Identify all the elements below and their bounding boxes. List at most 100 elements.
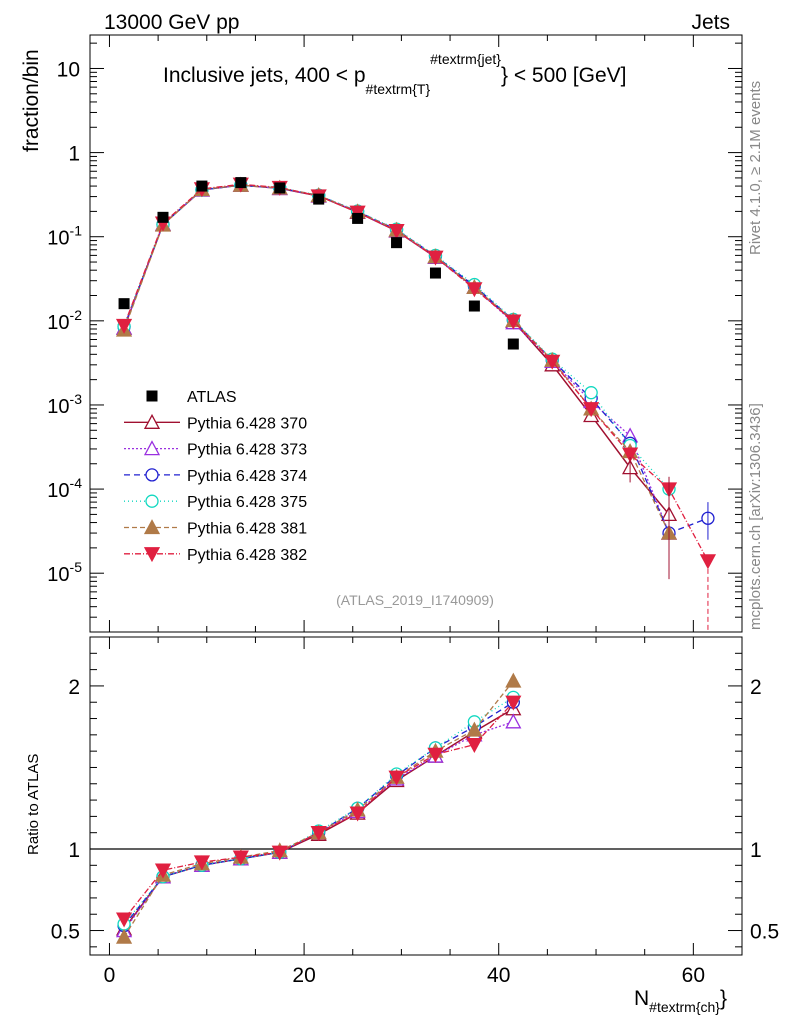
ratio-series-point <box>232 850 249 866</box>
series-point <box>622 447 639 463</box>
main-plot: 10-5 10-4 10-3 10-2 10-1 1 10 <box>47 34 743 633</box>
ratio-series-point <box>271 845 288 861</box>
y-tick-label: 10 <box>57 58 80 81</box>
series-point <box>349 205 366 221</box>
ratio-series-point <box>466 721 483 737</box>
ratio-series-point <box>115 928 133 944</box>
legend-entry-0: ATLAS <box>146 389 237 406</box>
x-tick-label: 40 <box>487 964 510 987</box>
series-point <box>427 250 444 266</box>
y-axis-label: fraction/bin <box>20 49 43 152</box>
title-pre: Inclusive jets, 400 < p <box>163 64 366 87</box>
ratio-series-3 <box>117 695 520 933</box>
x-axis-label: N#textrm{ch}} <box>634 987 727 1015</box>
legend-marker <box>146 390 158 402</box>
series-line <box>123 183 709 562</box>
legend: ATLAS Pythia 6.428 370 Pythia 6.428 373 Pyt… <box>124 389 307 564</box>
ratio-series-point <box>349 806 366 822</box>
series-3 <box>117 178 715 540</box>
series-point <box>388 224 405 240</box>
atlas-data <box>118 177 519 350</box>
ratio-y-tick-label-right: 1 <box>750 839 762 862</box>
data-point <box>429 267 441 279</box>
legend-label: Pythia 6.428 373 <box>187 442 307 459</box>
data-point <box>274 182 286 194</box>
ratio-series-point <box>466 737 483 754</box>
ratio-y-tick-label-right: 0.5 <box>750 921 779 944</box>
analysis-id-label: (ATLAS_2019_I1740909) <box>336 592 494 608</box>
legend-entry-3: Pythia 6.428 374 <box>124 468 307 485</box>
main-frame <box>89 34 743 633</box>
legend-entry-4: Pythia 6.428 375 <box>124 494 307 511</box>
y-tick-label: 10-2 <box>47 307 82 334</box>
plot-title: Inclusive jets, 400 < p#textrm{T} #textrm… <box>163 51 626 97</box>
ratio-series-point <box>154 863 172 879</box>
legend-marker <box>143 440 161 456</box>
ratio-y-tick-label: 0.5 <box>51 921 80 944</box>
svg-text:Inclusive jets, 400 < p#textrm: Inclusive jets, 400 < p#textrm{T} #textrm… <box>163 51 626 97</box>
title-superscript: #textrm{jet} <box>430 51 501 67</box>
ratio-series-point <box>388 770 405 786</box>
ratio-series-line <box>123 701 514 927</box>
ratio-series-6 <box>115 695 522 928</box>
ratio-y-tick-label: 1 <box>68 839 80 862</box>
series-point <box>505 314 522 330</box>
y-tick-label: 10-5 <box>47 559 82 586</box>
y-tick-label: 10-1 <box>47 223 82 250</box>
legend-marker <box>143 547 161 563</box>
energy-label: 13000 GeV pp <box>104 11 239 34</box>
ratio-series-point <box>193 855 210 871</box>
ratio-series-4 <box>117 690 520 931</box>
x-tick-label: 0 <box>104 964 116 987</box>
series-point <box>584 386 598 400</box>
ratio-y-axis-label: Ratio to ATLAS <box>25 754 42 855</box>
legend-label: Pythia 6.428 374 <box>187 468 307 485</box>
data-point <box>352 212 364 224</box>
series-point <box>466 282 483 298</box>
series-point <box>544 354 561 370</box>
legend-label: Pythia 6.428 381 <box>187 521 307 538</box>
x-label-close: } <box>720 987 727 1010</box>
ratio-plot: 0 20 40 60 0.5 0.5 1 1 2 2 <box>51 636 779 987</box>
ratio-series-point <box>505 672 522 688</box>
y-tick-label: 10-3 <box>47 391 82 418</box>
ratio-series-line <box>123 708 514 930</box>
series-point <box>583 402 600 418</box>
legend-marker <box>145 494 159 508</box>
y-tick-label: 1 <box>68 143 80 166</box>
legend-label: Pythia 6.428 370 <box>187 415 307 432</box>
rivet-version-label: Rivet 4.1.0, ≥ 2.1M events <box>747 81 764 255</box>
observable-label: Jets <box>691 11 730 34</box>
x-tick-label: 60 <box>682 964 705 987</box>
data-point <box>468 300 480 312</box>
x-tick-label: 20 <box>292 964 315 987</box>
data-point <box>507 338 519 350</box>
title-post: } < 500 [GeV] <box>501 64 627 87</box>
data-point <box>157 211 169 223</box>
ratio-series-line <box>123 696 514 925</box>
ratio-y-tick-label: 2 <box>68 676 80 699</box>
ratio-series-point <box>115 912 133 928</box>
ratio-series-line <box>123 680 514 938</box>
data-point <box>313 193 325 205</box>
legend-marker <box>145 468 159 482</box>
series-point <box>115 318 133 334</box>
legend-entry-5: Pythia 6.428 381 <box>124 519 307 538</box>
legend-label: ATLAS <box>187 389 237 406</box>
legend-marker <box>143 519 161 535</box>
ratio-series-point <box>505 695 522 711</box>
data-point <box>235 177 247 189</box>
ratio-y-tick-label-right: 2 <box>750 676 762 699</box>
legend-marker <box>143 413 161 429</box>
mcplots-label: mcplots.cern.ch [arXiv:1306.3436] <box>747 403 764 630</box>
x-label-main: N <box>634 987 649 1010</box>
data-point <box>196 180 208 192</box>
legend-entry-6: Pythia 6.428 382 <box>124 547 307 564</box>
data-point <box>391 237 403 249</box>
title-subscript: #textrm{T} <box>366 81 431 97</box>
ratio-frame <box>89 636 743 956</box>
legend-entry-2: Pythia 6.428 373 <box>124 440 307 459</box>
ratio-series-5 <box>115 672 522 944</box>
ratio-series-1 <box>115 700 522 936</box>
